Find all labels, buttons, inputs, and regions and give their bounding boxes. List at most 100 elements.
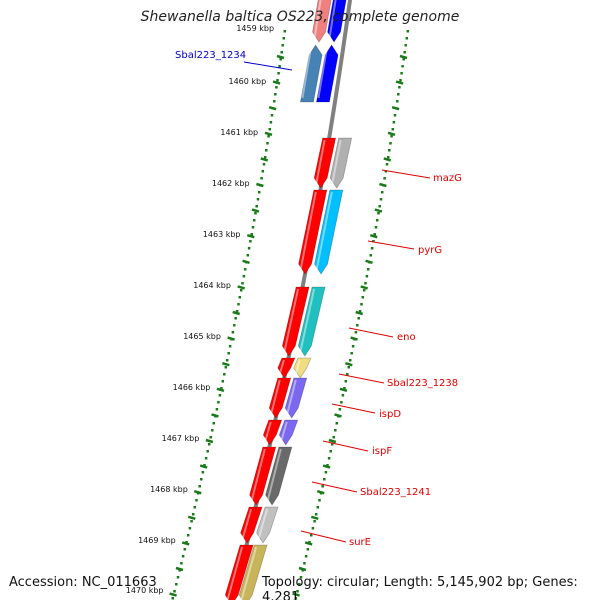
strand-arrow[interactable] (327, 0, 348, 43)
strand-arrow-shine (226, 546, 244, 600)
left-minor-tick (237, 285, 246, 290)
strand-arrow[interactable] (249, 446, 277, 506)
strand-arrow-shine (250, 448, 266, 502)
strand-arrow[interactable] (281, 286, 310, 357)
gene-label-pyrg[interactable]: pyrG (418, 245, 442, 256)
gene-label-sbal223_1241[interactable]: Sbal223_1241 (360, 487, 431, 498)
gene-label-leader (381, 169, 431, 179)
outer-left-dotted-line (171, 30, 287, 600)
right-minor-tick (310, 515, 319, 521)
gene-label-leader (367, 240, 415, 250)
kbp-tick-label: 1468 kbp (150, 485, 188, 494)
right-minor-tick (360, 285, 369, 290)
gene-label-leader (311, 481, 358, 493)
right-minor-tick (328, 438, 337, 444)
left-minor-tick (205, 438, 214, 444)
gene-sbal223-1234-arrow[interactable] (299, 44, 323, 103)
gene-arrow-olive[interactable] (238, 544, 268, 600)
right-minor-tick (395, 80, 404, 85)
kbp-tick-label: 1465 kbp (183, 332, 221, 341)
strand-arrow[interactable] (224, 544, 254, 600)
gene-label-ispf[interactable]: ispF (372, 446, 392, 457)
gene-sure-arrow-shine (257, 508, 269, 540)
right-minor-tick (345, 361, 353, 367)
left-minor-tick (251, 208, 260, 213)
gene-label-leader (300, 530, 347, 543)
gene-labels[interactable]: Sbal223_1234 mazG pyrG eno Sbal223_1238 ispD i… (175, 50, 462, 548)
right-minor-tick (355, 310, 364, 316)
strand-arrow[interactable] (240, 506, 263, 544)
accession-text: Accession: NC_011663 (9, 575, 157, 590)
strand-arrow-shine (315, 139, 326, 185)
left-minor-tick (268, 105, 277, 111)
gene-eno-arrow-shine (299, 288, 316, 353)
gene-label-sbal223_1238[interactable]: Sbal223_1238 (387, 378, 458, 389)
left-minor-tick (193, 489, 202, 495)
gene-label-leader (338, 373, 385, 384)
gene-arrow-olive-shine (240, 546, 258, 600)
gene-label-eno[interactable]: eno (397, 332, 416, 343)
gene-pyrg-arrow-shine (315, 191, 333, 271)
gene-sure-arrow[interactable] (256, 506, 279, 544)
left-minor-tick (216, 387, 225, 393)
right-minor-tick (365, 259, 373, 265)
strand-arrow-shine (241, 508, 253, 540)
left-minor-tick (276, 54, 285, 60)
kbp-tick-label: 1461 kbp (220, 128, 258, 137)
gene-label-mazg[interactable]: mazG (433, 173, 462, 184)
kbp-tick-label: 1464 kbp (193, 281, 231, 290)
left-minor-tick (246, 233, 255, 239)
dotted-guide-lines (169, 30, 410, 600)
gene-label-sure[interactable]: surE (349, 537, 371, 548)
left-minor-tick (260, 157, 269, 162)
strand-arrow[interactable] (298, 189, 328, 275)
gene-sbal223_1241-arrow[interactable] (265, 446, 293, 506)
strand-arrow[interactable] (313, 137, 337, 189)
feature-tracks (224, 0, 353, 600)
kbp-tick-label: 1462 kbp (212, 179, 250, 188)
gene-sbal223_1238-arrow-shine (294, 359, 301, 375)
strand-arrow-shine (328, 0, 337, 39)
strand-arrow-shine (299, 191, 317, 271)
kbp-tick-label: 1467 kbp (162, 434, 200, 443)
kbp-tick-label: 1459 kbp (236, 24, 274, 33)
left-minor-tick (181, 541, 190, 546)
faded-gene-arrow[interactable] (312, 0, 333, 43)
left-minor-tick (242, 259, 250, 265)
gene-mazg-arrow[interactable] (329, 137, 353, 189)
strand-arrow[interactable] (315, 44, 339, 103)
right-minor-tick (298, 566, 307, 572)
left-minor-tick (222, 361, 230, 367)
left-minor-tick (256, 182, 264, 188)
strand-arrow-shine (278, 359, 285, 375)
left-minor-tick (169, 592, 177, 597)
gene-label-sbal223_1234[interactable]: Sbal223_1234 (175, 50, 246, 61)
faded-gene-arrow-shine (313, 0, 322, 39)
topology-summary: Topology: circular; Length: 5,145,902 bp… (262, 575, 578, 600)
gene-eno-arrow[interactable] (297, 286, 326, 357)
gene-ispd-arrow[interactable] (284, 377, 308, 419)
strand-arrow-shine (264, 421, 272, 442)
right-minor-tick (334, 413, 342, 418)
left-minor-tick (187, 515, 196, 521)
strand-arrow[interactable] (268, 377, 292, 419)
gene-sbal223_1238-arrow[interactable] (293, 357, 312, 379)
gene-ispf-arrow[interactable] (278, 419, 299, 446)
gene-label-ispd[interactable]: ispD (379, 409, 401, 420)
right-minor-tick (292, 592, 300, 597)
gene-label-leader (243, 61, 293, 71)
kbp-tick-label: 1466 kbp (173, 383, 211, 392)
strand-arrow[interactable] (277, 357, 296, 379)
gene-pyrg-arrow[interactable] (314, 189, 344, 275)
right-minor-tick (383, 157, 392, 162)
gene-label-leader (322, 440, 369, 452)
right-minor-tick (379, 182, 387, 188)
left-minor-tick (232, 310, 241, 316)
right-minor-tick (387, 131, 396, 137)
gene-mazg-arrow-shine (331, 139, 342, 185)
gene-sbal223_1241-arrow-shine (266, 448, 282, 502)
left-minor-tick (227, 336, 235, 341)
right-minor-tick (399, 54, 408, 60)
strand-arrow[interactable] (262, 419, 283, 446)
left-minor-tick (211, 413, 219, 418)
